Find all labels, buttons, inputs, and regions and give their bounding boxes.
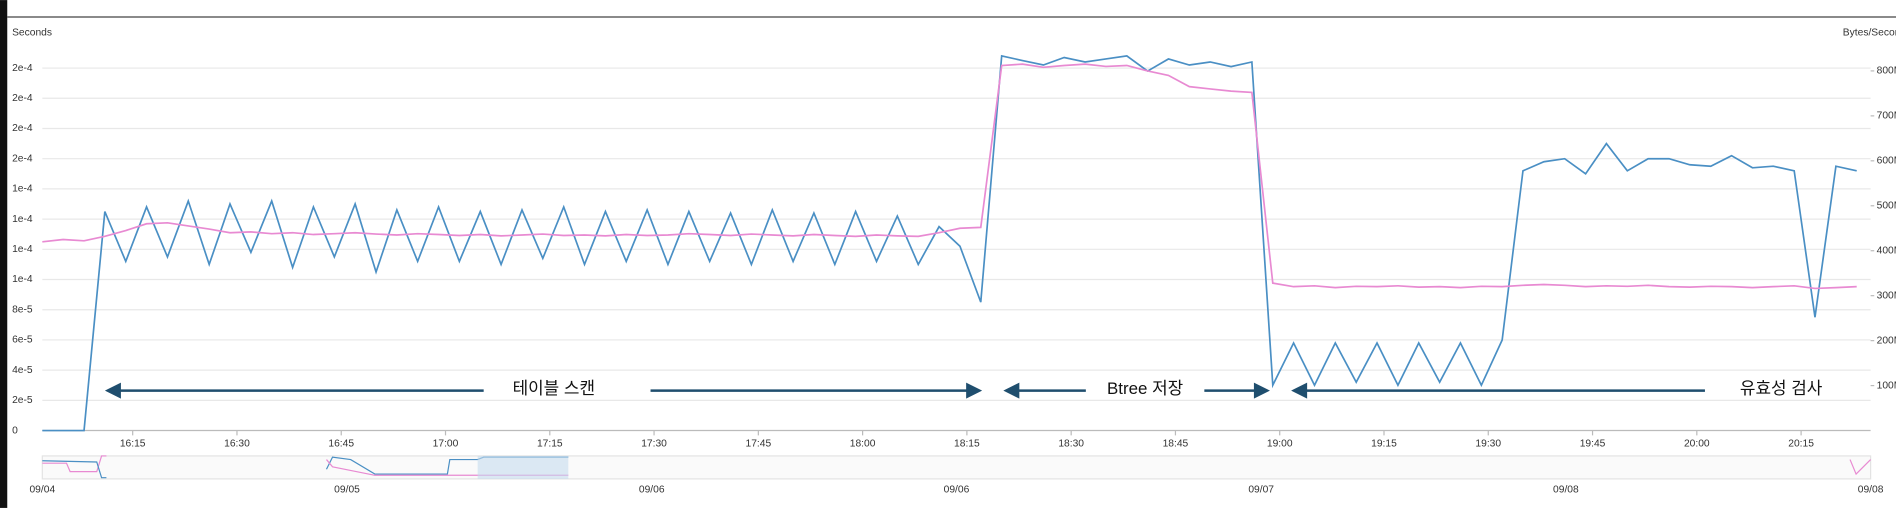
left-border	[0, 0, 8, 508]
navigator-label: 09/06	[639, 485, 665, 496]
y-tick-label: 0	[12, 425, 18, 436]
x-tick-label: 17:30	[641, 439, 667, 450]
x-tick-label: 19:15	[1371, 439, 1397, 450]
y-axis-label: Seconds	[12, 27, 52, 38]
x-tick-label: 18:00	[850, 439, 876, 450]
series-line	[42, 54, 1857, 432]
x-tick-label: 16:45	[328, 439, 354, 450]
x-tick-label: 20:00	[1684, 439, 1710, 450]
y2-tick-label: 300M	[1877, 290, 1896, 301]
x-tick-label: 16:30	[224, 439, 250, 450]
x-tick-label: 19:45	[1580, 439, 1606, 450]
x-tick-label: 17:00	[433, 439, 459, 450]
x-tick-label: 18:15	[954, 439, 980, 450]
y-tick-label: 1e-4	[12, 274, 33, 285]
y-tick-label: 2e-5	[12, 395, 33, 406]
x-tick-label: 20:15	[1788, 439, 1814, 450]
navigator-label: 09/07	[1248, 485, 1274, 496]
y-tick-label: 1e-4	[12, 184, 33, 195]
annotation-arrows	[104, 382, 1705, 399]
navigator-label: 09/04	[29, 485, 55, 496]
x-tick-label: 19:00	[1267, 439, 1293, 450]
annotation: 유효성 검사	[1740, 379, 1823, 398]
navigator-label: 09/06	[944, 485, 970, 496]
navigator-label: 09/05	[334, 485, 360, 496]
annotation: Btree 저장	[1107, 379, 1183, 398]
x-tick-label: 19:30	[1475, 439, 1501, 450]
y2-tick-label: 500M	[1877, 200, 1896, 211]
y-tick-label: 2e-4	[12, 93, 33, 104]
x-tick-label: 17:45	[745, 439, 771, 450]
navigator	[41, 455, 1872, 480]
y-tick-label: 2e-4	[12, 63, 33, 74]
x-tick-label: 16:15	[120, 439, 146, 450]
y-tick-label: 8e-5	[12, 304, 33, 315]
y2-tick-label: 200M	[1877, 335, 1896, 346]
y-tick-label: 4e-5	[12, 365, 33, 376]
navigator-label: 09/08	[1553, 485, 1579, 496]
annotation: 테이블 스캔	[513, 379, 595, 398]
y-tick-label: 2e-4	[12, 153, 33, 164]
y-tick-label: 6e-5	[12, 335, 33, 346]
x-tick-label: 17:15	[537, 439, 563, 450]
navigator-label: 09/08	[1858, 485, 1884, 496]
x-tick-label: 18:45	[1163, 439, 1189, 450]
y-tick-label: 2e-4	[12, 123, 33, 134]
y2-tick-label: 700M	[1877, 111, 1896, 122]
x-tick-label: 18:30	[1058, 439, 1084, 450]
y-tick-label: 1e-4	[12, 214, 33, 225]
y2-axis-label: Bytes/Second	[1843, 27, 1896, 38]
y2-tick-label: 400M	[1877, 245, 1896, 256]
series-line	[42, 63, 1857, 290]
y2-tick-label: 100M	[1877, 380, 1896, 391]
y2-tick-label: 600M	[1877, 156, 1896, 167]
y-tick-label: 1e-4	[12, 244, 33, 255]
y2-tick-label: 800M	[1877, 66, 1896, 77]
